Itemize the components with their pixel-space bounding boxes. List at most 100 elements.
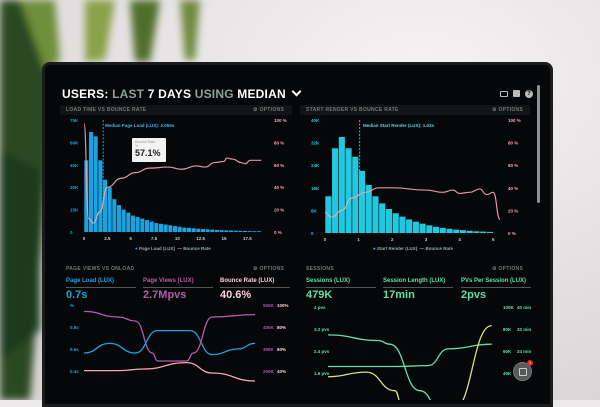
histogram-bar [252,231,257,232]
histogram-bar [168,225,173,232]
y2-tick-label: 60 % [508,163,518,168]
x-tick-label: 5 [129,236,132,241]
notification-badge: 1 [527,360,533,366]
histogram-bar [446,228,453,233]
options-button[interactable]: ⚙ OPTIONS [492,266,524,272]
histogram-bar [332,148,339,233]
kpi-value: 17min [383,289,415,301]
series-line [327,334,431,400]
histogram-bar [144,220,150,232]
histogram-bar [121,209,126,232]
histogram-bar [432,226,440,233]
y-tick-label: 32K [311,141,320,146]
y3-tick-label: 24 min [517,349,532,354]
kpi-divider [461,287,531,288]
monitor-icon[interactable] [500,91,508,97]
x-tick-label: 3 [425,237,428,242]
panel-header-render [300,105,530,115]
kpi-value: 2.7Mpvs [143,289,187,301]
histogram-bar [163,224,168,232]
scrollbar[interactable] [537,85,540,203]
y2-tick-label: 60K [503,349,512,354]
y2-tick-label: 400K [263,325,275,330]
histogram-bar [135,217,140,232]
y-tick-label: 3.2 pvs [314,327,330,332]
histogram-bar [426,225,433,233]
y-tick-label: 40K [311,118,320,123]
x-tick-label: 2 [391,237,394,242]
histogram-bar [419,223,426,233]
x-tick-label: 1 [357,237,360,242]
x-tick-label: 12.5 [196,236,205,241]
histogram-bar [365,184,372,233]
x-tick-label: 4 [458,237,461,242]
median-label: Median Start Render (LUX): 1.03s [363,123,435,128]
y2-tick-label: 40K [503,371,512,376]
laptop-screen [42,62,553,407]
help-icon[interactable]: ? [525,90,533,98]
histogram-bar [473,231,480,233]
y2-tick-label: 100K [503,305,515,310]
histogram-bar [247,231,252,232]
dashboard-title[interactable]: USERS: LAST 7 DAYS USING MEDIAN [62,86,302,101]
y-tick-label: 0 [70,230,73,235]
kpi-label: Session Length (LUX) [383,278,446,284]
histogram-bar [256,231,262,232]
y2-tick-label: 0 % [508,231,516,236]
panel-header-load [60,105,292,115]
chat-button[interactable]: 1 [513,360,533,381]
histogram-bar [466,230,473,233]
x-tick-label: 0 [83,236,86,241]
options-button[interactable]: ⚙ OPTIONS [253,107,285,113]
histogram-bar [210,229,215,232]
histogram-bar [177,226,182,232]
kpi-value: 0.7s [66,289,88,301]
options-button[interactable]: ⚙ OPTIONS [253,266,285,272]
histogram-bar [453,229,460,233]
x-tick-label: 5 [492,237,495,242]
y-tick-label: % [70,303,74,308]
y2-tick-label: 80K [503,327,512,332]
y3-tick-label: 60% [277,347,286,352]
y2-tick-label: 20 % [274,208,284,213]
y2-tick-label: 100 % [274,118,287,123]
image-icon[interactable] [513,90,520,97]
histogram-bar [392,213,399,233]
legend: ● Page Load (LUX) — Bounce Rate [135,246,211,251]
y-tick-label: 0.8s [70,325,79,330]
histogram-bar [214,229,220,232]
y-tick-label: 15K [70,208,79,213]
y-tick-label: 16K [311,186,320,191]
series-line [83,310,256,362]
histogram-bar [486,231,493,233]
y3-tick-label: 80% [277,325,286,330]
histogram-bar [242,230,248,232]
histogram-bar [140,218,145,232]
histogram-bar [459,230,467,233]
histogram-bar [126,212,131,232]
legend: ● Start Render (LUX) — Bounce Rate [373,246,454,251]
series-line [84,361,256,382]
y3-tick-label: 100% [277,303,289,308]
histogram-bar [200,229,206,232]
histogram-bar [112,199,117,232]
y-tick-label: 2.4 pvs [314,349,330,354]
tooltip-value: 57.1% [135,148,161,158]
histogram-bar [102,179,108,232]
y-tick-label: 8K [311,208,318,213]
histogram-bar [439,227,446,233]
x-tick-label: 7.5 [151,236,158,241]
histogram-bar [233,230,238,232]
histogram-bar [372,196,379,233]
histogram-bar [399,216,406,233]
y3-tick-label: 32 min [517,327,532,332]
histogram-bar [385,208,393,233]
kpi-label: Sessions (LUX) [306,278,351,284]
options-button[interactable]: ⚙ OPTIONS [492,107,524,113]
kpi-value: 40.6% [220,289,252,301]
y2-tick-label: 0 % [274,230,282,235]
y2-tick-label: 80 % [508,141,518,146]
panel-title-load: LOAD TIME VS BOUNCE RATE [66,107,147,113]
tooltip-sub: % [135,144,139,148]
y2-tick-label: 40 % [508,186,518,191]
